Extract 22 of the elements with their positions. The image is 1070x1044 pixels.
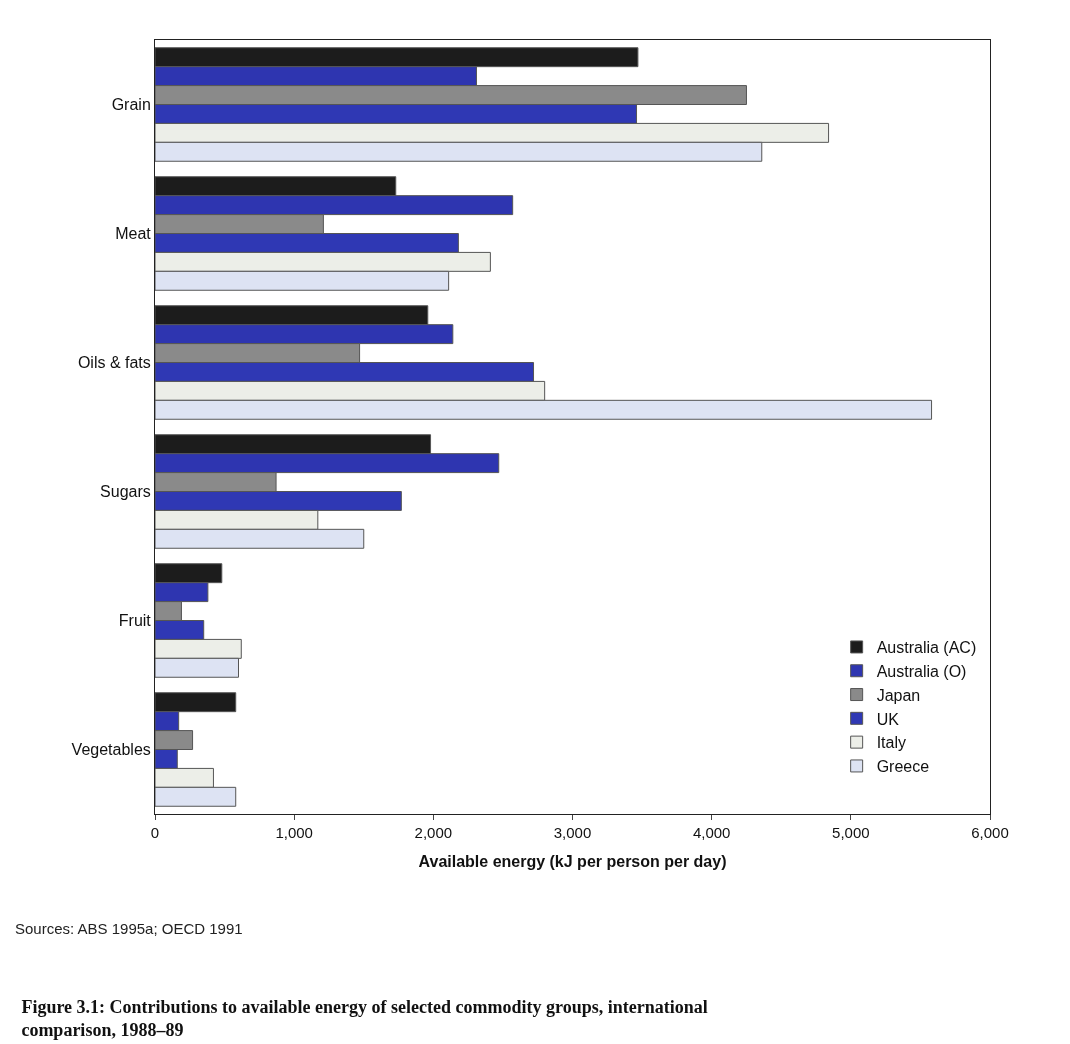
x-tick-label: 1,000 — [275, 824, 313, 841]
legend-label: Japan — [876, 686, 921, 704]
legend-label: Australia (O) — [876, 662, 967, 680]
y-tick-label: Oils & fats — [77, 354, 151, 372]
y-tick-label: Vegetables — [71, 741, 151, 759]
x-tick-label: 2,000 — [414, 824, 453, 841]
x-tick-label: 3,000 — [553, 824, 592, 841]
legend-label: Australia (AC) — [876, 639, 977, 657]
legend-label: Italy — [876, 734, 906, 752]
text: Figure 3.1: Contributions to available energy of selected commodity groups, international comparison, 1988–89 — [21, 996, 708, 1041]
x-tick-label: 0 — [150, 824, 160, 841]
y-tick-label: Sugars — [100, 483, 151, 501]
y-tick-label: Grain — [111, 96, 151, 114]
x-tick-label: 4,000 — [692, 824, 731, 841]
y-tick-label: Fruit — [118, 612, 152, 630]
legend-label: Greece — [876, 758, 930, 776]
x-tick-label: 5,000 — [832, 824, 870, 841]
x-axis-title: Available energy (kJ per person per day) — [418, 852, 727, 870]
x-tick-label: 6,000 — [971, 824, 1009, 841]
legend-label: UK — [876, 710, 900, 728]
source-note: Sources: ABS 1995a; OECD 1991 — [15, 920, 243, 937]
y-tick-label: Meat — [115, 225, 152, 243]
